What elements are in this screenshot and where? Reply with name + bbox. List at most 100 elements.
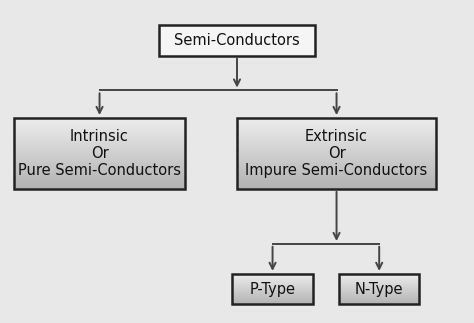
Bar xyxy=(232,283,313,284)
Bar xyxy=(237,136,436,138)
Bar xyxy=(14,188,185,189)
Bar xyxy=(339,274,419,304)
Bar xyxy=(339,283,419,284)
Bar xyxy=(339,298,419,299)
Bar xyxy=(339,302,419,303)
Bar xyxy=(237,129,436,131)
Bar xyxy=(14,122,185,124)
Bar xyxy=(232,287,313,288)
Bar xyxy=(14,133,185,135)
Bar xyxy=(14,121,185,122)
Bar xyxy=(232,295,313,296)
Bar xyxy=(232,292,313,293)
Bar xyxy=(232,278,313,279)
Bar xyxy=(237,173,436,175)
Bar xyxy=(14,148,185,149)
Bar xyxy=(14,143,185,145)
Bar xyxy=(14,159,185,161)
Bar xyxy=(237,152,436,153)
Bar xyxy=(14,178,185,179)
Bar xyxy=(14,119,185,121)
Bar xyxy=(339,281,419,282)
Bar xyxy=(232,285,313,286)
Bar xyxy=(237,168,436,169)
Bar xyxy=(237,142,436,143)
Bar xyxy=(339,291,419,292)
Text: Extrinsic
Or
Impure Semi-Conductors: Extrinsic Or Impure Semi-Conductors xyxy=(246,129,428,178)
Bar xyxy=(237,176,436,178)
Bar xyxy=(339,282,419,283)
Bar xyxy=(237,118,436,119)
Bar xyxy=(339,296,419,297)
Bar xyxy=(237,124,436,125)
Bar xyxy=(232,302,313,303)
Bar xyxy=(14,126,185,128)
Bar xyxy=(237,131,436,132)
Bar xyxy=(14,172,185,173)
Bar xyxy=(14,124,185,125)
Bar xyxy=(14,183,185,185)
Bar xyxy=(339,301,419,302)
Bar xyxy=(14,118,185,119)
Bar xyxy=(339,303,419,304)
Bar xyxy=(232,294,313,295)
Bar xyxy=(237,162,436,163)
Bar xyxy=(339,300,419,301)
Bar xyxy=(232,299,313,300)
Bar xyxy=(339,290,419,291)
Bar xyxy=(237,118,436,189)
Bar xyxy=(237,188,436,189)
Bar xyxy=(14,152,185,153)
Bar xyxy=(14,145,185,146)
Bar xyxy=(237,172,436,173)
Bar xyxy=(14,146,185,148)
Bar xyxy=(339,297,419,298)
Bar xyxy=(237,139,436,141)
Bar xyxy=(14,153,185,155)
Bar xyxy=(237,163,436,165)
Bar xyxy=(14,158,185,159)
Bar xyxy=(232,275,313,276)
Text: N-Type: N-Type xyxy=(355,282,403,297)
Bar xyxy=(14,149,185,151)
Bar xyxy=(232,291,313,292)
Bar xyxy=(14,162,185,163)
Bar xyxy=(237,175,436,176)
Bar xyxy=(14,179,185,181)
Bar xyxy=(232,293,313,294)
Text: Intrinsic
Or
Pure Semi-Conductors: Intrinsic Or Pure Semi-Conductors xyxy=(18,129,181,178)
Bar xyxy=(237,135,436,136)
Bar xyxy=(232,297,313,298)
Bar xyxy=(339,276,419,277)
Bar xyxy=(339,275,419,276)
Bar xyxy=(14,139,185,141)
Bar xyxy=(237,133,436,135)
Bar xyxy=(14,128,185,129)
Bar xyxy=(237,151,436,152)
Text: Semi-Conductors: Semi-Conductors xyxy=(174,33,300,48)
Bar xyxy=(14,175,185,176)
Bar xyxy=(232,281,313,282)
Bar xyxy=(339,285,419,286)
Bar xyxy=(237,146,436,148)
Bar xyxy=(339,280,419,281)
Bar xyxy=(232,300,313,301)
Bar xyxy=(232,276,313,277)
Bar xyxy=(232,290,313,291)
Bar xyxy=(339,299,419,300)
Bar xyxy=(237,156,436,158)
Bar xyxy=(339,278,419,279)
Bar xyxy=(237,171,436,172)
Bar xyxy=(14,165,185,166)
Bar xyxy=(237,165,436,166)
Bar xyxy=(339,274,419,275)
Bar xyxy=(237,119,436,121)
Bar xyxy=(237,166,436,168)
Bar xyxy=(237,126,436,128)
Bar xyxy=(339,295,419,296)
Bar xyxy=(237,138,436,139)
Bar xyxy=(339,288,419,289)
Bar xyxy=(14,125,185,126)
Bar xyxy=(237,182,436,183)
Bar xyxy=(14,169,185,171)
